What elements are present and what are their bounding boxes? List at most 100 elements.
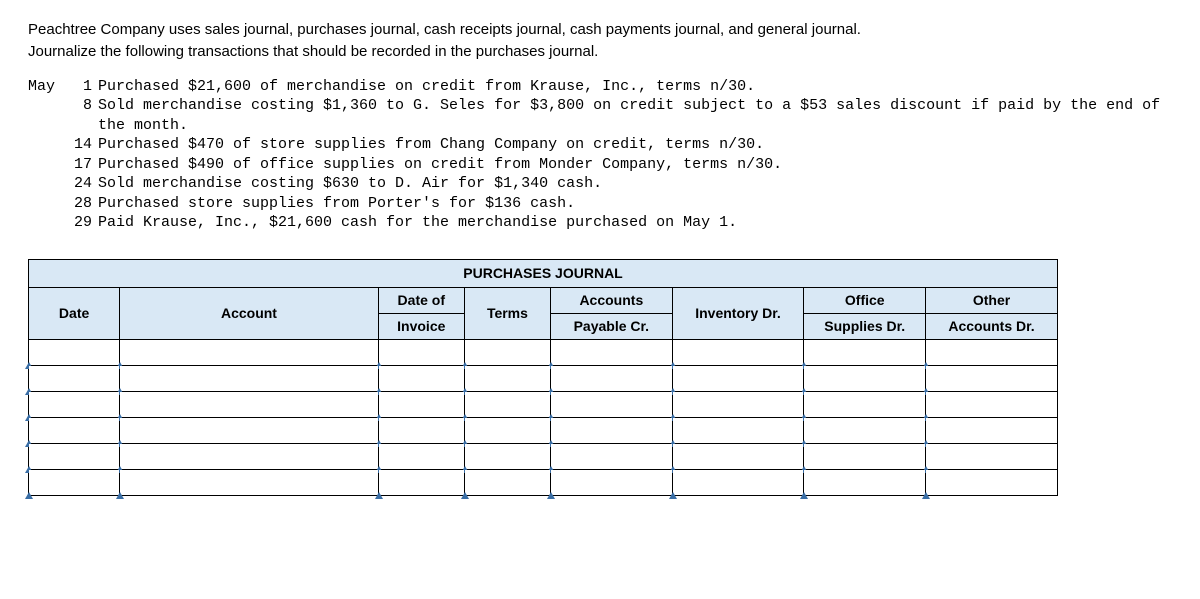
journal-title: PURCHASES JOURNAL xyxy=(29,259,1058,287)
journal-cell[interactable] xyxy=(672,365,804,391)
journal-cell[interactable] xyxy=(926,365,1058,391)
journal-cell[interactable] xyxy=(804,417,926,443)
col-header-invoice-l1: Date of xyxy=(378,287,464,313)
journal-cell[interactable] xyxy=(29,339,120,365)
transaction-month xyxy=(28,174,72,194)
cell-marker-icon xyxy=(669,492,677,499)
table-row xyxy=(29,391,1058,417)
table-row xyxy=(29,417,1058,443)
cell-marker-icon xyxy=(375,492,383,499)
transaction-text: Paid Krause, Inc., $21,600 cash for the … xyxy=(98,213,1172,233)
col-header-other-l2: Accounts Dr. xyxy=(926,313,1058,339)
transactions-list: May1Purchased $21,600 of merchandise on … xyxy=(28,77,1172,233)
journal-cell[interactable] xyxy=(120,469,378,495)
transaction-day: 14 xyxy=(72,135,98,155)
journal-cell[interactable] xyxy=(120,365,378,391)
journal-cell[interactable] xyxy=(29,391,120,417)
transaction-day: 17 xyxy=(72,155,98,175)
journal-cell[interactable] xyxy=(120,339,378,365)
journal-cell[interactable] xyxy=(672,443,804,469)
journal-cell[interactable] xyxy=(804,339,926,365)
journal-cell[interactable] xyxy=(464,469,550,495)
transaction-day: 1 xyxy=(72,77,98,97)
transaction-day: 24 xyxy=(72,174,98,194)
journal-cell[interactable] xyxy=(672,339,804,365)
journal-cell[interactable] xyxy=(29,417,120,443)
journal-cell[interactable] xyxy=(464,365,550,391)
purchases-journal: PURCHASES JOURNAL Date Account Date of T… xyxy=(28,259,1172,496)
col-header-date: Date xyxy=(29,287,120,339)
cell-marker-icon xyxy=(25,492,33,499)
journal-cell[interactable] xyxy=(551,391,673,417)
journal-cell[interactable] xyxy=(926,339,1058,365)
transaction-day: 28 xyxy=(72,194,98,214)
journal-cell[interactable] xyxy=(804,365,926,391)
transaction-text: Purchased $490 of office supplies on cre… xyxy=(98,155,1172,175)
journal-cell[interactable] xyxy=(29,365,120,391)
journal-cell[interactable] xyxy=(551,365,673,391)
cell-marker-icon xyxy=(922,492,930,499)
journal-cell[interactable] xyxy=(464,443,550,469)
journal-cell[interactable] xyxy=(29,469,120,495)
transaction-text: Purchased store supplies from Porter's f… xyxy=(98,194,1172,214)
purchases-journal-table: PURCHASES JOURNAL Date Account Date of T… xyxy=(28,259,1058,496)
col-header-terms: Terms xyxy=(464,287,550,339)
journal-cell[interactable] xyxy=(120,391,378,417)
journal-cell[interactable] xyxy=(804,391,926,417)
journal-cell[interactable] xyxy=(29,443,120,469)
journal-cell[interactable] xyxy=(378,391,464,417)
col-header-sup-l1: Office xyxy=(804,287,926,313)
transaction-month xyxy=(28,213,72,233)
journal-cell[interactable] xyxy=(120,417,378,443)
intro-line-1: Peachtree Company uses sales journal, pu… xyxy=(28,20,1172,40)
journal-cell[interactable] xyxy=(378,417,464,443)
cell-marker-icon xyxy=(800,492,808,499)
journal-cell[interactable] xyxy=(378,469,464,495)
cell-marker-icon xyxy=(461,492,469,499)
journal-cell[interactable] xyxy=(926,469,1058,495)
col-header-invdr: Inventory Dr. xyxy=(672,287,804,339)
table-row xyxy=(29,365,1058,391)
journal-cell[interactable] xyxy=(672,391,804,417)
journal-body xyxy=(29,339,1058,495)
transaction-day: 8 xyxy=(72,96,98,135)
journal-cell[interactable] xyxy=(926,417,1058,443)
transaction-row: 24Sold merchandise costing $630 to D. Ai… xyxy=(28,174,1172,194)
transaction-month xyxy=(28,194,72,214)
journal-cell[interactable] xyxy=(804,443,926,469)
transaction-month xyxy=(28,96,72,135)
journal-cell[interactable] xyxy=(464,417,550,443)
journal-cell[interactable] xyxy=(551,469,673,495)
journal-cell[interactable] xyxy=(551,443,673,469)
journal-cell[interactable] xyxy=(378,365,464,391)
transaction-row: May1Purchased $21,600 of merchandise on … xyxy=(28,77,1172,97)
transaction-text: Purchased $21,600 of merchandise on cred… xyxy=(98,77,1172,97)
problem-intro: Peachtree Company uses sales journal, pu… xyxy=(28,20,1172,63)
journal-cell[interactable] xyxy=(926,443,1058,469)
journal-cell[interactable] xyxy=(926,391,1058,417)
transaction-row: 28Purchased store supplies from Porter's… xyxy=(28,194,1172,214)
table-row xyxy=(29,443,1058,469)
table-row xyxy=(29,339,1058,365)
journal-cell[interactable] xyxy=(378,339,464,365)
col-header-sup-l2: Supplies Dr. xyxy=(804,313,926,339)
journal-cell[interactable] xyxy=(551,417,673,443)
col-header-ap-l2: Payable Cr. xyxy=(551,313,673,339)
transaction-month: May xyxy=(28,77,72,97)
transaction-row: 14Purchased $470 of store supplies from … xyxy=(28,135,1172,155)
journal-cell[interactable] xyxy=(804,469,926,495)
journal-cell[interactable] xyxy=(464,391,550,417)
table-row xyxy=(29,469,1058,495)
journal-cell[interactable] xyxy=(672,417,804,443)
transaction-month xyxy=(28,135,72,155)
col-header-invoice-l2: Invoice xyxy=(378,313,464,339)
transaction-row: 17Purchased $490 of office supplies on c… xyxy=(28,155,1172,175)
journal-cell[interactable] xyxy=(672,469,804,495)
journal-cell[interactable] xyxy=(378,443,464,469)
journal-cell[interactable] xyxy=(120,443,378,469)
transaction-text: Purchased $470 of store supplies from Ch… xyxy=(98,135,1172,155)
journal-cell[interactable] xyxy=(551,339,673,365)
col-header-ap-l1: Accounts xyxy=(551,287,673,313)
journal-cell[interactable] xyxy=(464,339,550,365)
transaction-day: 29 xyxy=(72,213,98,233)
